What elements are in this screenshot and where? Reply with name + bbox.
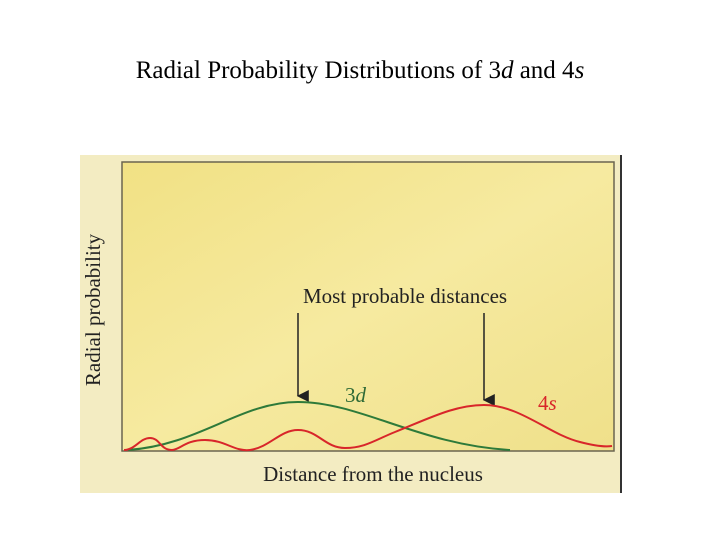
slide-title: Radial Probability Distributions of 3d a… <box>136 57 585 84</box>
curve-3d <box>127 400 511 451</box>
title-part: Radial Probability Distributions of 3 <box>136 57 501 84</box>
plot-area <box>121 161 615 452</box>
x-axis-label: Distance from the nucleus <box>263 462 483 486</box>
curve-label-3d: 3d <box>345 383 367 407</box>
title-part: s <box>575 57 585 84</box>
y-axis-label: Radial probability <box>81 233 105 386</box>
curve-label-letter: s <box>549 391 557 415</box>
title-part: and 4 <box>513 57 575 84</box>
curve-label-letter: d <box>356 383 367 407</box>
title-part: d <box>501 57 514 84</box>
annotation: Most probable distances <box>303 284 507 308</box>
curve-4s <box>123 403 613 452</box>
curve-label-4s: 4s <box>538 391 557 415</box>
curve-label-number: 3 <box>345 383 356 407</box>
curve-label-number: 4 <box>538 391 549 415</box>
